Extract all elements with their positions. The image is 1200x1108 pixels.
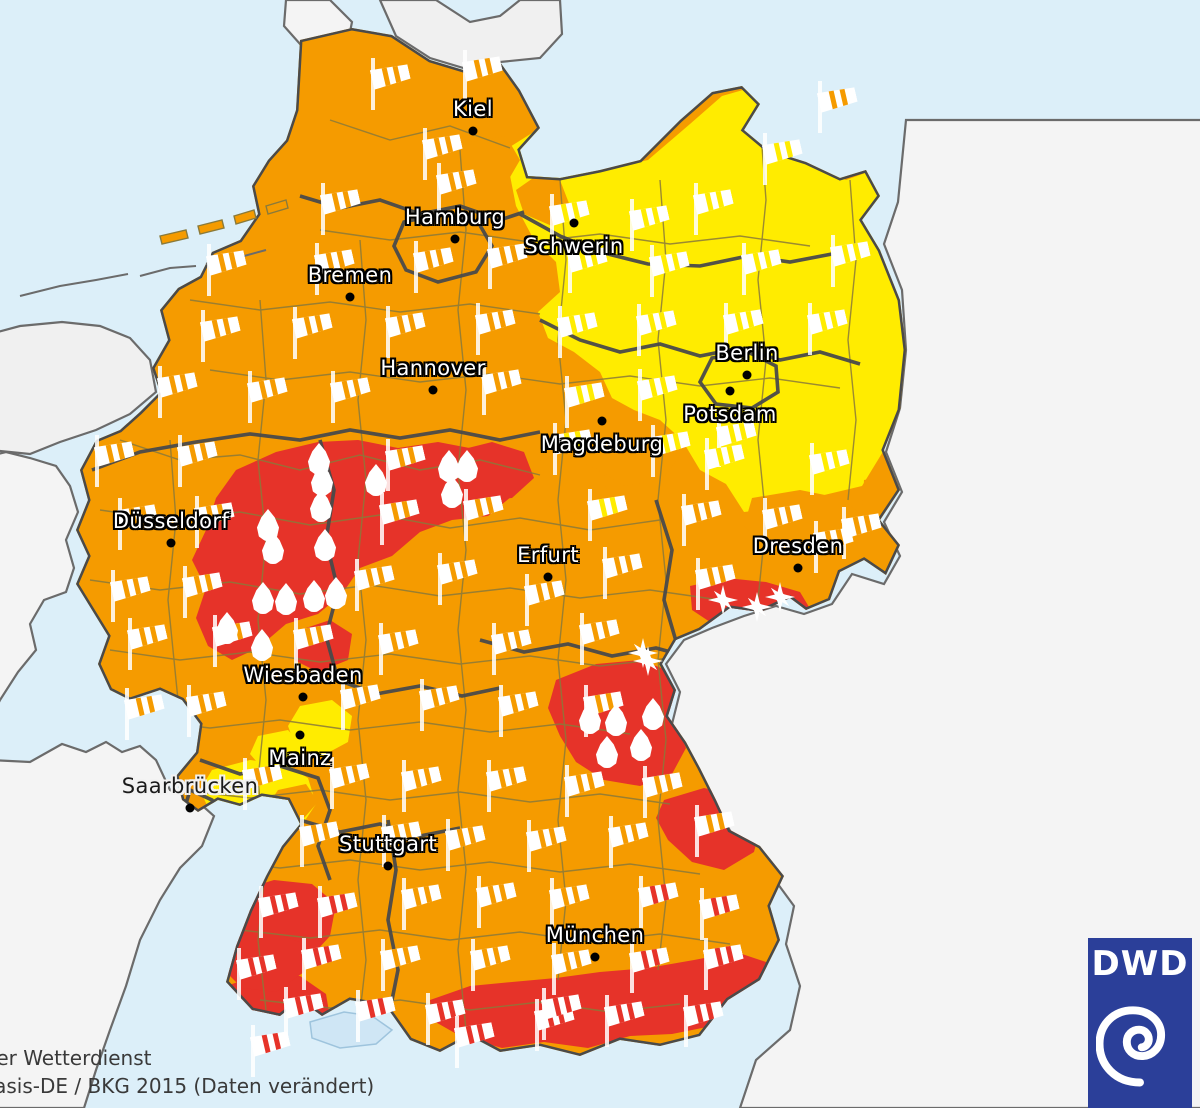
copyright-notice: Deutscher Wetterdienst © GeoBasis-DE / B…	[0, 1044, 374, 1100]
dwd-wordmark: DWD	[1091, 944, 1189, 984]
frisian-islands	[159, 199, 289, 245]
area-yellow	[505, 88, 904, 512]
copyright-line-1: Deutscher Wetterdienst	[0, 1046, 152, 1070]
dwd-logo: DWD	[1088, 938, 1192, 1108]
copyright-line-2: © GeoBasis-DE / BKG 2015 (Daten veränder…	[0, 1074, 375, 1098]
dwd-swirl-icon	[1096, 1006, 1166, 1087]
